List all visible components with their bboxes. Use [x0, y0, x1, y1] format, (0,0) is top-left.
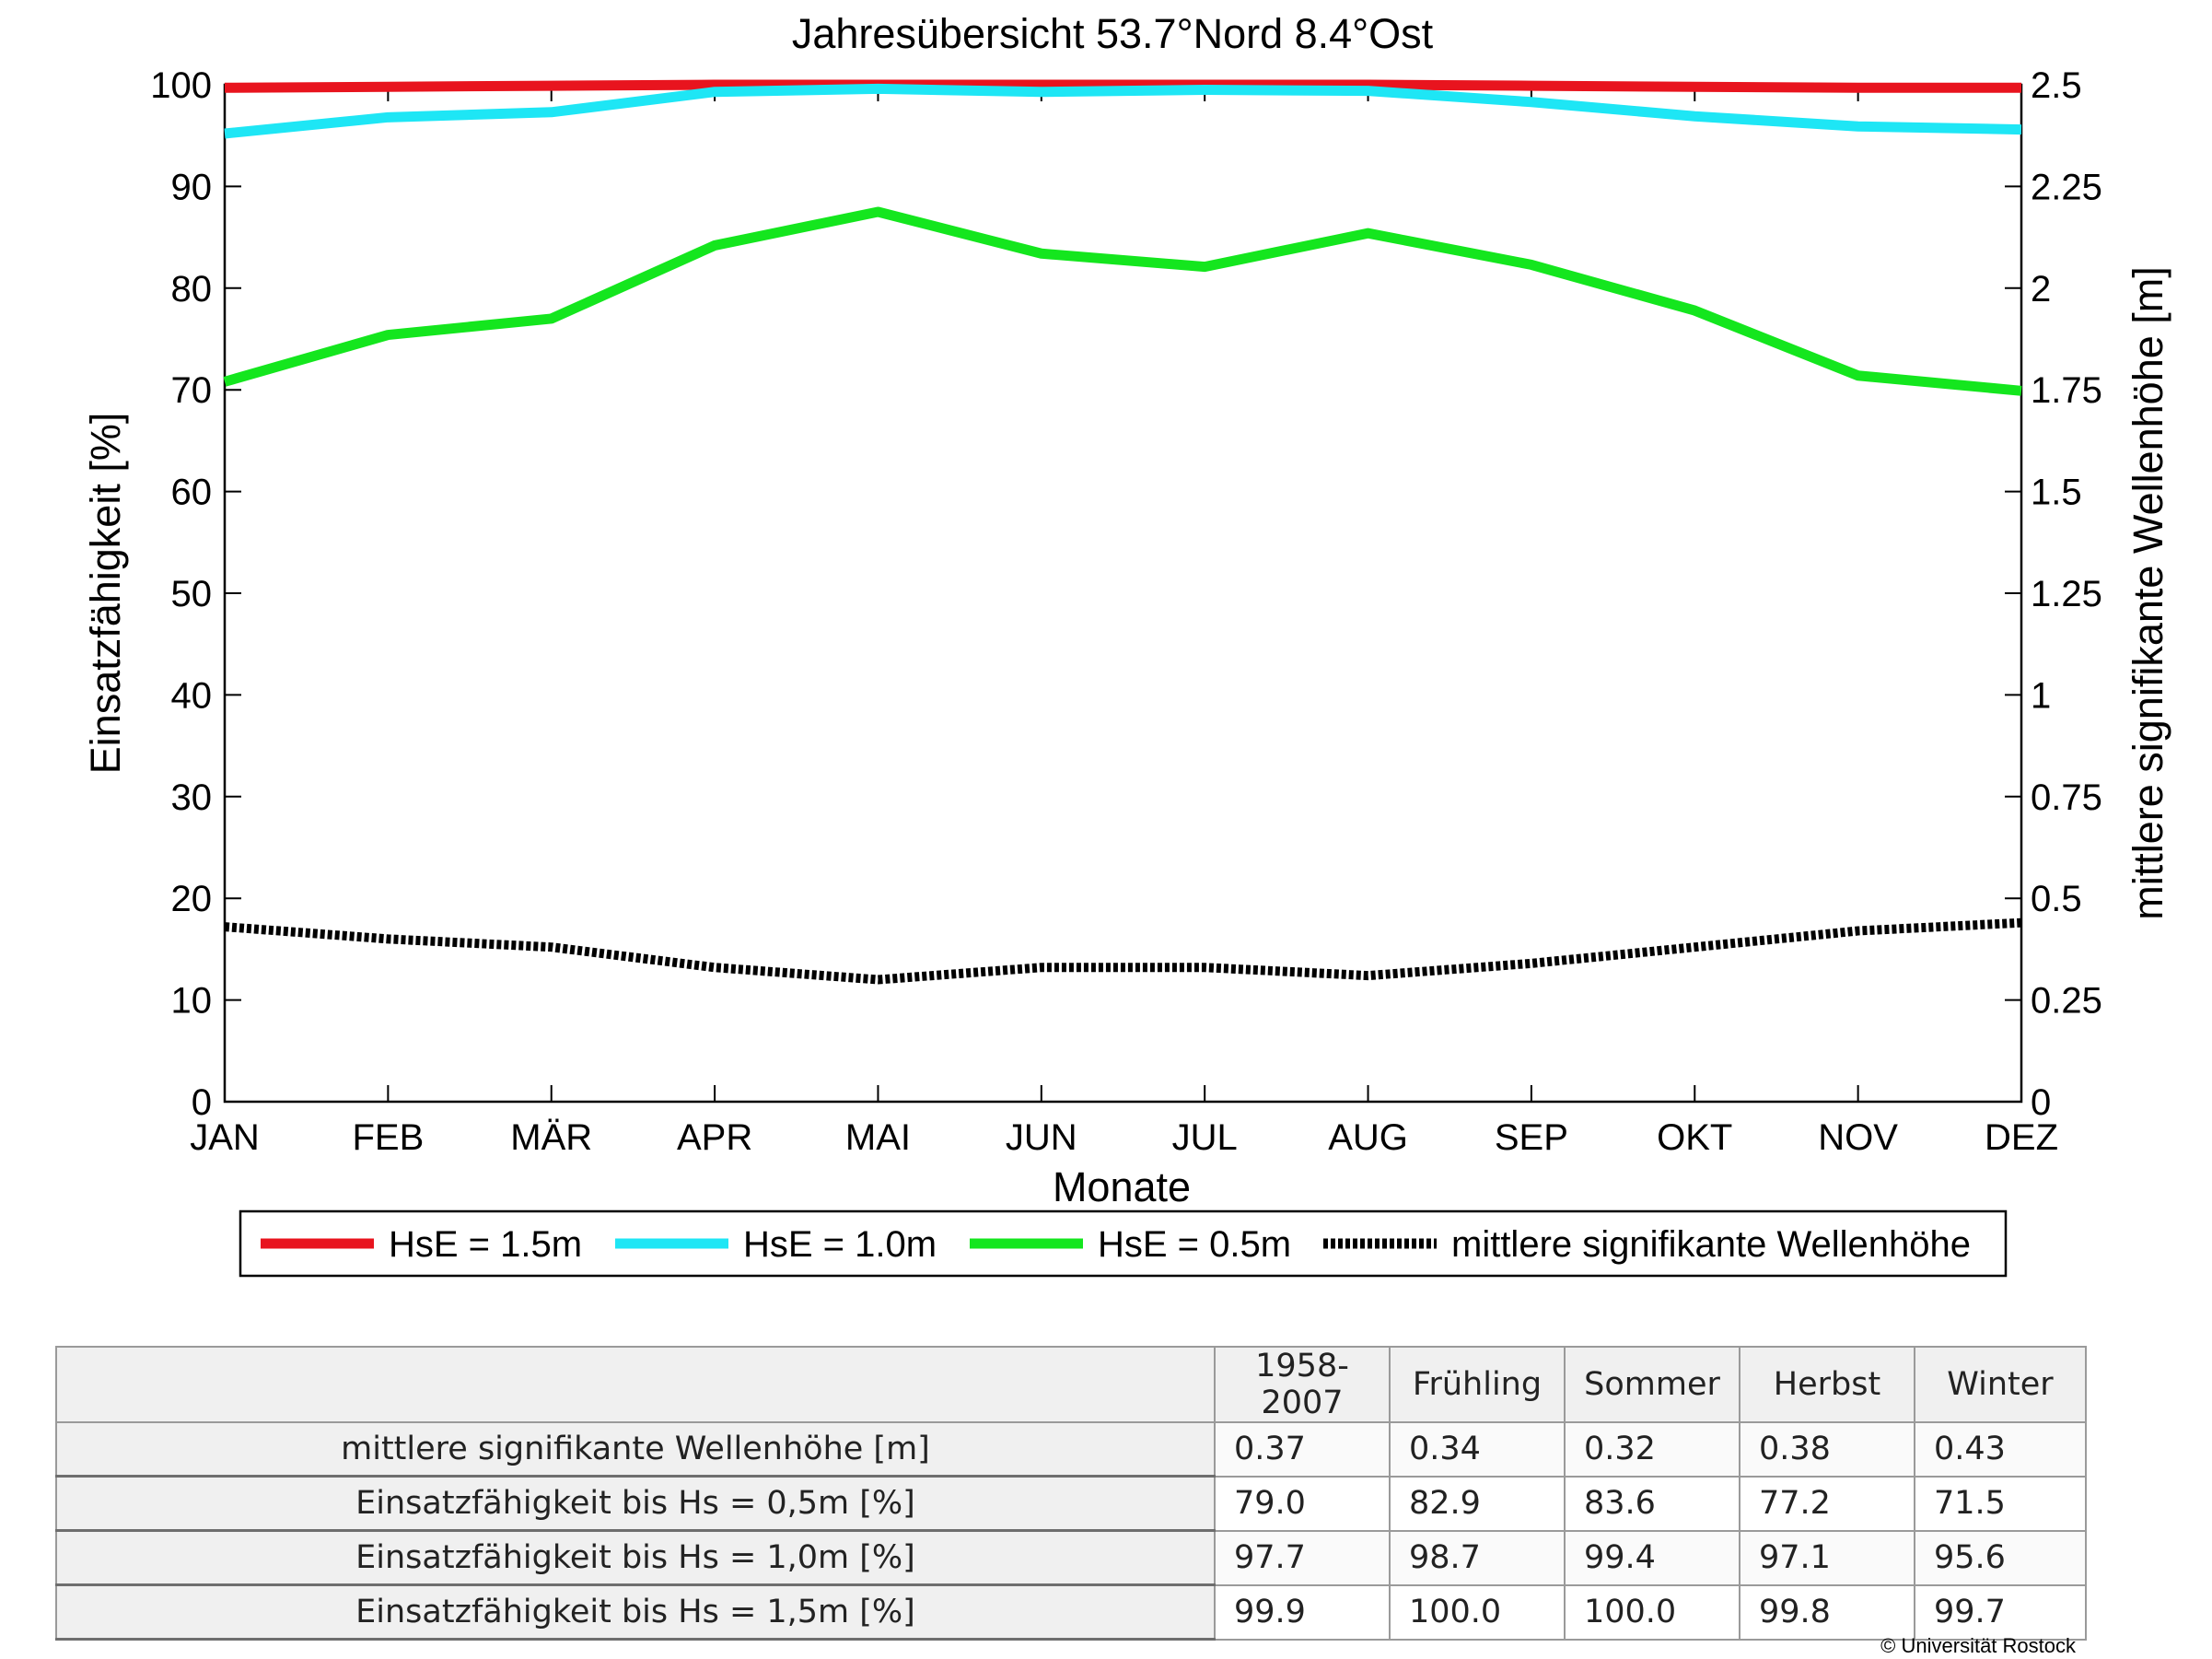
series-line-0	[224, 79, 2021, 93]
y-tick-label: 10	[171, 981, 213, 1022]
y-tick-label: 30	[171, 777, 213, 818]
legend-label: HsE = 1.0m	[743, 1224, 937, 1265]
y2-axis-label: mittlere signifikante Wellenhöhe [m]	[2125, 266, 2171, 920]
table-cell: 0.43	[1914, 1421, 2087, 1478]
y-tick-label: 100	[150, 65, 212, 106]
y-tick-label: 70	[171, 370, 213, 411]
x-tick-label: SEP	[1495, 1117, 1568, 1158]
table-row-label: Einsatzfähigkeit bis Hs = 0,5m [%]	[55, 1475, 1216, 1532]
table-row-label: Einsatzfähigkeit bis Hs = 1,5m [%]	[55, 1583, 1216, 1641]
x-tick-label: APR	[677, 1117, 752, 1158]
y2-tick-label: 2	[2031, 269, 2051, 310]
table-cell: 0.38	[1739, 1421, 1915, 1478]
x-tick-label: AUG	[1328, 1117, 1408, 1158]
x-tick-label: JUN	[1006, 1117, 1077, 1158]
table-cell: 99.4	[1564, 1529, 1740, 1586]
y2-tick-label: 1.25	[2031, 574, 2102, 614]
x-tick-label: NOV	[1818, 1117, 1898, 1158]
y-tick-label: 80	[171, 269, 213, 310]
table-cell: 0.32	[1564, 1421, 1740, 1478]
y2-tick-label: 0.5	[2031, 879, 2082, 919]
legend: HsE = 1.5m HsE = 1.0m HsE = 0.5m mittlere s…	[239, 1209, 2008, 1278]
y-tick-label: 20	[171, 879, 213, 919]
y-axis-label: Einsatzfähigkeit [%]	[82, 413, 129, 775]
y2-tick-label: 1.75	[2031, 370, 2102, 411]
table-cell: 82.9	[1389, 1475, 1566, 1532]
y-tick-label: 40	[171, 675, 213, 716]
table-cell: 100.0	[1389, 1583, 1566, 1641]
y-tick-label: 50	[171, 574, 213, 614]
table-cell: 99.9	[1214, 1583, 1391, 1641]
legend-label: HsE = 1.5m	[389, 1224, 582, 1265]
y-tick-label: 60	[171, 473, 213, 513]
table-cell: 77.2	[1739, 1475, 1915, 1532]
table-row: Einsatzfähigkeit bis Hs = 1,5m [%] 99.9 10…	[55, 1583, 2087, 1641]
axis-ticks: 0 0 10 0.25 20 0.5 30 0.75 40 1 50 1.25 60 1.5 70 1.75 8…	[150, 65, 2102, 1158]
table-header-cell: Frühling	[1389, 1346, 1566, 1423]
table-cell: 95.6	[1914, 1529, 2087, 1586]
legend-label: mittlere signifikante Wellenhöhe	[1451, 1224, 1971, 1265]
series-line-1	[224, 83, 2022, 139]
table-cell: 71.5	[1914, 1475, 2087, 1532]
x-tick-label: JUL	[1172, 1117, 1238, 1158]
chart-title: Jahresübersicht 53.7°Nord 8.4°Ost	[792, 10, 1434, 57]
series-line-2	[223, 206, 2022, 396]
legend-box	[239, 1209, 2008, 1278]
x-tick-label: OKT	[1657, 1117, 1732, 1158]
table-cell: 97.1	[1739, 1529, 1915, 1586]
table-cell: 98.7	[1389, 1529, 1566, 1586]
table-row: mittlere signifikante Wellenhöhe [m] 0.37…	[55, 1421, 2087, 1478]
x-axis-label: Monate	[1053, 1163, 1191, 1210]
x-tick-label: DEZ	[1985, 1117, 2058, 1158]
y2-tick-label: 0	[2031, 1082, 2051, 1123]
series-lines	[223, 79, 2022, 985]
series-line-3	[224, 917, 2022, 985]
table-row: Einsatzfähigkeit bis Hs = 0,5m [%] 79.0 82…	[55, 1475, 2087, 1532]
y-tick-label: 90	[171, 167, 213, 207]
table-header-cell: Winter	[1914, 1346, 2087, 1423]
legend-label: HsE = 0.5m	[1098, 1224, 1291, 1265]
table-cell: 100.0	[1564, 1583, 1740, 1641]
x-tick-label: FEB	[352, 1117, 424, 1158]
y2-tick-label: 2.25	[2031, 167, 2102, 207]
table-row-label: Einsatzfähigkeit bis Hs = 1,0m [%]	[55, 1529, 1216, 1586]
table-header-corner	[55, 1346, 1216, 1423]
y2-tick-label: 2.5	[2031, 65, 2082, 106]
table-cell: 83.6	[1564, 1475, 1740, 1532]
y2-tick-label: 1.5	[2031, 473, 2082, 513]
table-cell: 79.0	[1214, 1475, 1391, 1532]
table-header-row: 1958-2007 Frühling Sommer Herbst Winter	[55, 1346, 2087, 1423]
y2-tick-label: 1	[2031, 675, 2051, 716]
table-cell: 0.34	[1389, 1421, 1566, 1478]
x-tick-label: MAI	[845, 1117, 911, 1158]
copyright-notice: © Universität Rostock	[1880, 1634, 2076, 1657]
table-cell: 0.37	[1214, 1421, 1391, 1478]
chart: Jahresübersicht 53.7°Nord 8.4°Ost 0 0 10 0.…	[82, 10, 2171, 1278]
table-cell: 99.7	[1914, 1583, 2087, 1641]
table-row: Einsatzfähigkeit bis Hs = 1,0m [%] 97.7 98…	[55, 1529, 2087, 1586]
table-row-label: mittlere signifikante Wellenhöhe [m]	[55, 1421, 1216, 1478]
summary-table: 1958-2007 Frühling Sommer Herbst Winter mitt…	[55, 1346, 2087, 1641]
table-cell: 99.8	[1739, 1583, 1915, 1641]
x-tick-label: MÄR	[510, 1117, 592, 1158]
x-tick-label: JAN	[190, 1117, 260, 1158]
plot-area	[223, 83, 2023, 1104]
table-header-cell: 1958-2007	[1214, 1346, 1391, 1423]
y-tick-label: 0	[192, 1082, 212, 1123]
y2-tick-label: 0.25	[2031, 981, 2102, 1022]
y2-tick-label: 0.75	[2031, 777, 2102, 818]
table-header-cell: Sommer	[1564, 1346, 1740, 1423]
table-header-cell: Herbst	[1739, 1346, 1915, 1423]
table-cell: 97.7	[1214, 1529, 1391, 1586]
